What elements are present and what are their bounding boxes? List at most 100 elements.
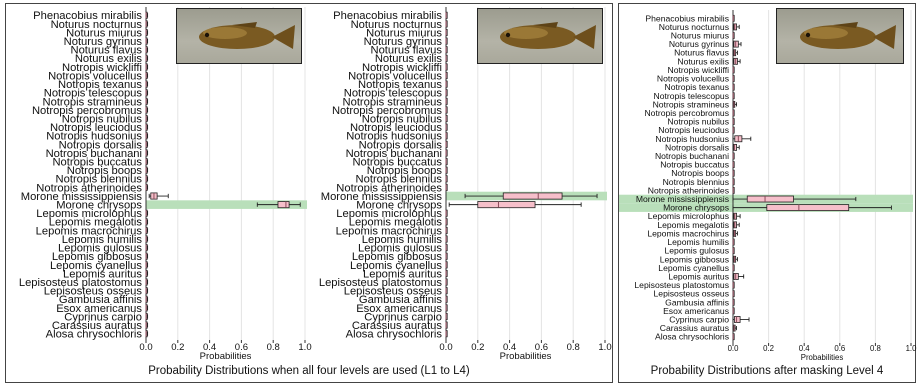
species-label: Noturus nocturnus bbox=[51, 19, 143, 31]
right-figure-panel: Probability Distributions after masking … bbox=[618, 3, 916, 383]
species-label: Cyprinus carpio bbox=[669, 314, 729, 324]
species-label: Esox americanus bbox=[356, 303, 442, 315]
x-tick-label: 0.0 bbox=[139, 342, 152, 353]
species-label: Phenacobius mirabilis bbox=[645, 13, 729, 23]
species-label: Notropis hudsonius bbox=[46, 131, 142, 143]
box bbox=[477, 201, 536, 209]
species-label: Lepomis cyanellus bbox=[50, 260, 142, 272]
species-label: Notropis buchanani bbox=[655, 151, 729, 161]
species-label: Notropis volucellus bbox=[657, 74, 729, 84]
x-tick-label: 0.0 bbox=[728, 344, 740, 353]
species-label: Notropis nubilus bbox=[667, 117, 729, 127]
species-label: Esox americanus bbox=[56, 303, 142, 315]
x-tick-label: 0.2 bbox=[763, 344, 774, 353]
x-tick-label: 0.4 bbox=[799, 344, 811, 353]
species-label: Notropis telescopus bbox=[654, 91, 729, 101]
species-label: Lepomis microlophus bbox=[648, 211, 729, 221]
species-label: Notropis buccatus bbox=[660, 160, 729, 170]
highlight-band bbox=[619, 203, 733, 212]
species-label: Notropis boops bbox=[671, 168, 729, 178]
species-label: Morone mississippiensis bbox=[636, 194, 729, 204]
species-label: Notropis buchanani bbox=[46, 148, 142, 160]
species-label: Notropis leuciodus bbox=[350, 122, 442, 134]
species-label: Notropis wickliffi bbox=[362, 62, 442, 74]
x-axis-label: Probabilities bbox=[801, 353, 844, 362]
x-tick-label: 0.4 bbox=[203, 342, 216, 353]
species-label: Morone chrysops bbox=[356, 200, 442, 212]
species-label: Notropis atherinoides bbox=[36, 182, 142, 194]
species-label: Lepisosteus platostomus bbox=[19, 277, 143, 289]
species-label: Notropis buccatus bbox=[52, 157, 142, 169]
species-label: Lepomis gibbosus bbox=[660, 254, 729, 264]
species-label: Lepomis microlophus bbox=[336, 208, 442, 220]
species-label: Gambusia affinis bbox=[59, 294, 143, 306]
species-label: Notropis texanus bbox=[58, 79, 142, 91]
species-label: Noturus flavus bbox=[70, 45, 142, 57]
species-label: Notropis boops bbox=[67, 165, 143, 177]
species-label: Lepomis auritus bbox=[668, 271, 729, 281]
species-label: Lepomis macrochirus bbox=[336, 225, 443, 237]
species-label: Lepomis cyanellus bbox=[658, 263, 729, 273]
species-label: Notropis buchanani bbox=[346, 148, 442, 160]
species-label: Lepomis auritus bbox=[363, 268, 442, 280]
species-label: Lepisosteus osseus bbox=[44, 286, 143, 298]
species-label: Lepomis microlophus bbox=[36, 208, 142, 220]
species-label: Carassius auratus bbox=[52, 320, 143, 332]
species-label: Phenacobius mirabilis bbox=[33, 10, 142, 22]
species-label: Notropis atherinoides bbox=[336, 182, 442, 194]
species-label: Noturus flavus bbox=[370, 45, 442, 57]
species-label: Noturus nocturnus bbox=[351, 19, 443, 31]
fish-photo-icon bbox=[176, 8, 302, 64]
species-label: Noturus gyrinus bbox=[669, 39, 729, 49]
x-tick-label: 0.8 bbox=[267, 342, 280, 353]
species-label: Notropis texanus bbox=[665, 82, 730, 92]
species-label: Phenacobius mirabilis bbox=[333, 10, 442, 22]
species-label: Notropis blennius bbox=[56, 174, 143, 186]
species-label: Alosa chrysochloris bbox=[346, 329, 443, 341]
species-label: Notropis boops bbox=[367, 165, 443, 177]
species-label: Lepomis gulosus bbox=[358, 243, 442, 255]
species-label: Notropis dorsalis bbox=[359, 139, 443, 151]
species-label: Notropis hudsonius bbox=[655, 134, 729, 144]
species-label: Notropis dorsalis bbox=[665, 142, 729, 152]
species-label: Notropis volucellus bbox=[48, 70, 142, 82]
species-label: Notropis blennius bbox=[356, 174, 443, 186]
species-label: Notropis wickliffi bbox=[62, 62, 142, 74]
species-label: Notropis nubilus bbox=[362, 113, 443, 125]
species-label: Lepomis auritus bbox=[63, 268, 142, 280]
species-label: Noturus exilis bbox=[75, 53, 143, 65]
species-label: Notropis percobromus bbox=[644, 108, 729, 118]
x-tick-label: 1.0 bbox=[598, 342, 611, 353]
species-label: Notropis leuciodus bbox=[50, 122, 142, 134]
x-axis-label: Probabilities bbox=[500, 351, 552, 362]
species-label: Lepomis megalotis bbox=[349, 217, 443, 229]
species-label: Lepomis gulosus bbox=[665, 246, 730, 256]
species-label: Notropis dorsalis bbox=[59, 139, 143, 151]
species-label: Notropis stramineus bbox=[43, 96, 143, 108]
species-label: Notropis leuciodus bbox=[658, 125, 729, 135]
x-tick-label: 0.0 bbox=[439, 342, 452, 353]
x-axis-label: Probabilities bbox=[200, 351, 252, 362]
species-label: Lepomis megalotis bbox=[657, 220, 729, 230]
species-label: Notropis atherinoides bbox=[648, 185, 729, 195]
species-label: Gambusia affinis bbox=[359, 294, 443, 306]
species-label: Lepomis humilis bbox=[362, 234, 443, 246]
species-label: Lepisosteus platostomus bbox=[634, 280, 729, 290]
species-label: Notropis stramineus bbox=[653, 99, 729, 109]
species-label: Notropis volucellus bbox=[348, 70, 442, 82]
species-label: Noturus miurus bbox=[671, 31, 729, 41]
species-label: Lepomis gulosus bbox=[58, 243, 142, 255]
x-tick-label: 0.2 bbox=[471, 342, 484, 353]
fish-icon bbox=[800, 22, 896, 49]
x-tick-label: 1.0 bbox=[906, 344, 918, 353]
x-tick-label: 0.6 bbox=[834, 344, 845, 353]
species-label: Notropis blennius bbox=[663, 177, 729, 187]
species-label: Noturus miurus bbox=[366, 27, 442, 39]
species-label: Noturus nocturnus bbox=[659, 22, 729, 32]
box bbox=[502, 192, 563, 200]
species-label: Notropis wickliffi bbox=[668, 65, 730, 75]
box bbox=[277, 201, 290, 209]
x-tick-label: 0.4 bbox=[503, 342, 516, 353]
species-label: Alosa chrysochloris bbox=[46, 329, 143, 341]
